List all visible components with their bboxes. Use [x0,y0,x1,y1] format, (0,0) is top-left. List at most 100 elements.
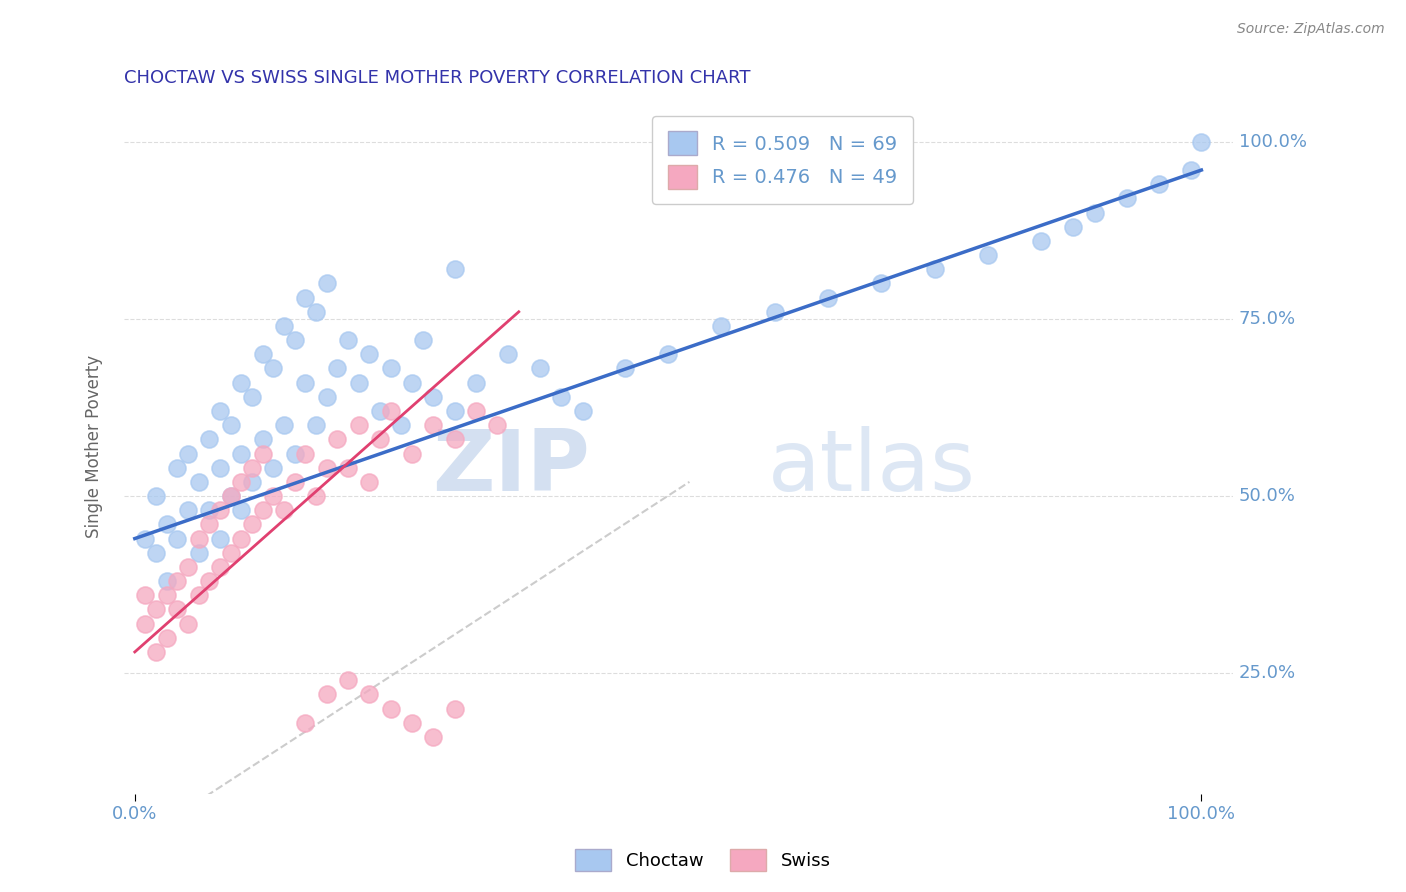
Point [273,418,295,433]
Point [1180,163,1202,178]
Point [1031,234,1053,248]
Point [337,673,360,688]
Point [315,277,337,291]
Text: atlas: atlas [768,425,976,508]
Point [391,418,413,433]
Point [763,305,786,319]
Point [294,715,316,730]
Point [156,631,179,645]
Point [1189,135,1212,149]
Point [284,446,307,460]
Point [284,333,307,347]
Point [337,460,360,475]
Point [305,418,328,433]
Point [231,446,253,460]
Point [337,333,360,347]
Point [359,475,381,489]
Point [252,433,274,447]
Point [240,517,263,532]
Text: 100.0%: 100.0% [1239,133,1306,151]
Point [315,688,337,702]
Point [529,361,551,376]
Point [198,503,221,517]
Point [134,588,156,602]
Point [134,616,156,631]
Point [252,446,274,460]
Text: ZIP: ZIP [432,425,591,508]
Text: CHOCTAW VS SWISS SINGLE MOTHER POVERTY CORRELATION CHART: CHOCTAW VS SWISS SINGLE MOTHER POVERTY C… [124,69,751,87]
Point [156,517,179,532]
Point [347,376,370,390]
Point [443,701,465,715]
Point [380,701,402,715]
Text: 75.0%: 75.0% [1239,310,1296,328]
Point [496,347,519,361]
Point [305,305,328,319]
Text: 25.0%: 25.0% [1239,665,1296,682]
Point [219,489,242,503]
Point [240,475,263,489]
Point [166,532,188,546]
Point [315,460,337,475]
Point [219,489,242,503]
Point [252,347,274,361]
Point [262,489,284,503]
Point [177,446,200,460]
Point [134,532,156,546]
Legend: R = 0.509   N = 69, R = 0.476   N = 49: R = 0.509 N = 69, R = 0.476 N = 49 [652,116,912,204]
Point [262,361,284,376]
Point [1084,205,1107,219]
Point [231,503,253,517]
Point [401,715,423,730]
Point [166,460,188,475]
Point [145,546,167,560]
Point [252,503,274,517]
Point [443,433,465,447]
Point [305,489,328,503]
Point [198,574,221,588]
Point [219,546,242,560]
Point [315,390,337,404]
Point [209,560,232,574]
Point [209,532,232,546]
Point [368,404,391,418]
Legend: Choctaw, Swiss: Choctaw, Swiss [568,842,838,879]
Point [326,361,349,376]
Point [273,318,295,333]
Y-axis label: Single Mother Poverty: Single Mother Poverty [86,355,103,538]
Point [284,475,307,489]
Point [380,361,402,376]
Point [657,347,679,361]
Point [156,588,179,602]
Point [231,475,253,489]
Point [294,376,316,390]
Point [145,489,167,503]
Point [294,446,316,460]
Point [550,390,572,404]
Point [443,262,465,277]
Point [710,318,733,333]
Text: Source: ZipAtlas.com: Source: ZipAtlas.com [1237,22,1385,37]
Point [380,404,402,418]
Point [614,361,637,376]
Point [198,433,221,447]
Point [187,475,209,489]
Point [977,248,1000,262]
Point [231,376,253,390]
Point [145,645,167,659]
Point [870,277,893,291]
Point [145,602,167,616]
Point [156,574,179,588]
Point [198,517,221,532]
Point [1147,178,1170,192]
Point [294,291,316,305]
Point [240,390,263,404]
Point [166,574,188,588]
Text: 50.0%: 50.0% [1239,487,1295,505]
Point [240,460,263,475]
Point [187,546,209,560]
Point [231,532,253,546]
Point [422,730,444,744]
Point [422,390,444,404]
Point [273,503,295,517]
